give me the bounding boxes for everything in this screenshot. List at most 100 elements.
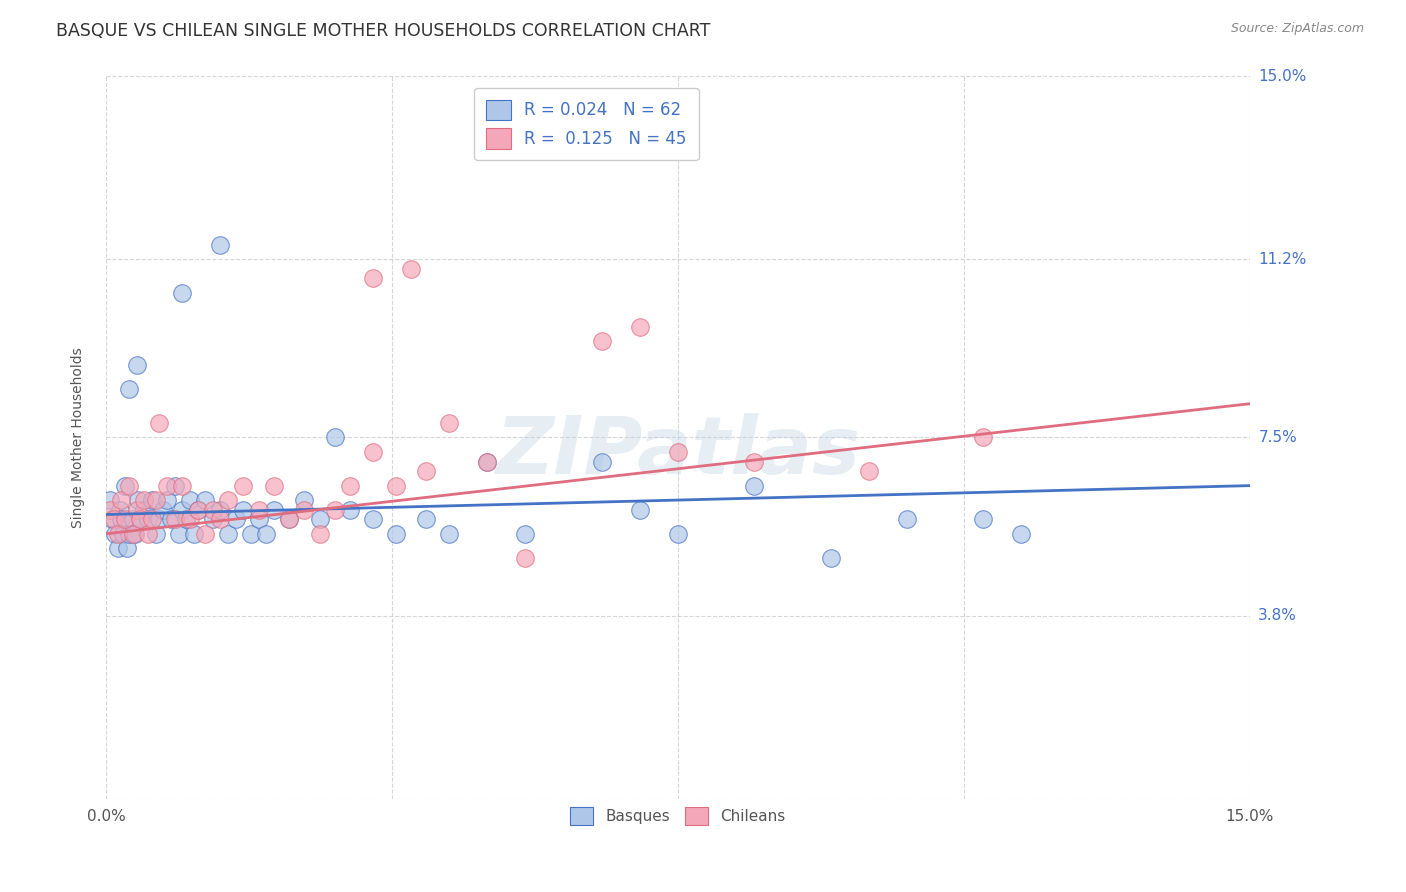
Point [201,512,224,526]
Point [385,478,408,492]
Point [114,512,136,526]
Point [167,526,190,541]
Point [666,445,689,459]
Legend: Basques, Chileans: Basques, Chileans [561,797,794,835]
Point [247,502,270,516]
Point [134,493,156,508]
Point [187,502,209,516]
Point [156,478,179,492]
Point [361,512,384,526]
Point [232,478,254,492]
Point [323,502,346,516]
Point [209,237,232,252]
Point [515,550,537,565]
Point [129,512,152,526]
Point [107,526,129,541]
Point [98,493,121,508]
Point [125,502,148,516]
Point [136,526,159,541]
Point [477,454,499,468]
Point [232,502,254,516]
Point [308,526,330,541]
Point [118,526,141,541]
Point [114,478,136,492]
Point [124,526,146,541]
Point [591,334,613,348]
Point [666,526,689,541]
Point [172,285,194,300]
Point [439,416,461,430]
Point [103,512,125,526]
Text: 3.8%: 3.8% [1258,608,1298,624]
Point [278,512,301,526]
Point [104,526,127,541]
Point [254,526,277,541]
Point [179,512,201,526]
Point [225,512,247,526]
Point [247,512,270,526]
Text: ZIPatlas: ZIPatlas [495,413,860,491]
Point [98,502,121,516]
Point [172,502,194,516]
Point [263,478,285,492]
Point [217,493,239,508]
Point [217,526,239,541]
Point [263,502,285,516]
Point [209,502,232,516]
Point [415,512,437,526]
Point [477,454,499,468]
Point [399,261,422,276]
Point [239,526,262,541]
Point [110,512,132,526]
Point [121,512,143,526]
Point [148,416,170,430]
Point [156,493,179,508]
Point [152,502,174,516]
Point [125,358,148,372]
Point [136,512,159,526]
Y-axis label: Single Mother Households: Single Mother Households [72,347,86,528]
Point [174,512,197,526]
Point [896,512,918,526]
Point [163,478,186,492]
Point [172,478,194,492]
Point [361,445,384,459]
Point [209,512,232,526]
Text: 7.5%: 7.5% [1258,430,1296,445]
Point [118,382,141,396]
Point [361,271,384,285]
Point [742,478,765,492]
Point [628,319,651,334]
Point [972,512,994,526]
Point [183,526,205,541]
Point [101,512,124,526]
Point [117,541,139,556]
Point [194,493,217,508]
Point [127,493,149,508]
Point [141,493,163,508]
Point [134,502,156,516]
Point [160,512,183,526]
Point [148,512,170,526]
Text: Source: ZipAtlas.com: Source: ZipAtlas.com [1230,22,1364,36]
Point [201,502,224,516]
Text: 15.0%: 15.0% [1258,69,1306,84]
Text: 11.2%: 11.2% [1258,252,1306,267]
Point [194,526,217,541]
Point [1010,526,1032,541]
Point [515,526,537,541]
Point [118,478,141,492]
Text: BASQUE VS CHILEAN SINGLE MOTHER HOUSEHOLDS CORRELATION CHART: BASQUE VS CHILEAN SINGLE MOTHER HOUSEHOL… [56,22,710,40]
Point [145,526,167,541]
Point [187,502,209,516]
Point [972,430,994,444]
Point [121,526,143,541]
Point [820,550,842,565]
Point [591,454,613,468]
Point [111,526,134,541]
Point [385,526,408,541]
Point [858,464,880,478]
Point [292,493,315,508]
Point [107,541,129,556]
Point [292,502,315,516]
